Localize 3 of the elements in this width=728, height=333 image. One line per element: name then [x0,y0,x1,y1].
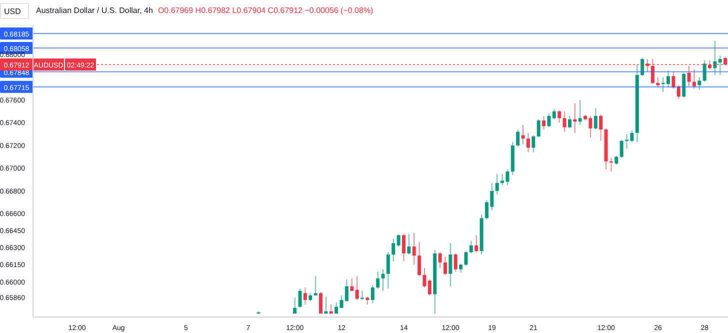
y-axis-title: USD [0,3,29,19]
chart-title: Australian Dollar / U.S. Dollar, 4h [36,6,153,15]
text: O0.67969 H0.67982 L0.67904 C0.67912 −0.00056 (−0.08%) [158,6,374,15]
